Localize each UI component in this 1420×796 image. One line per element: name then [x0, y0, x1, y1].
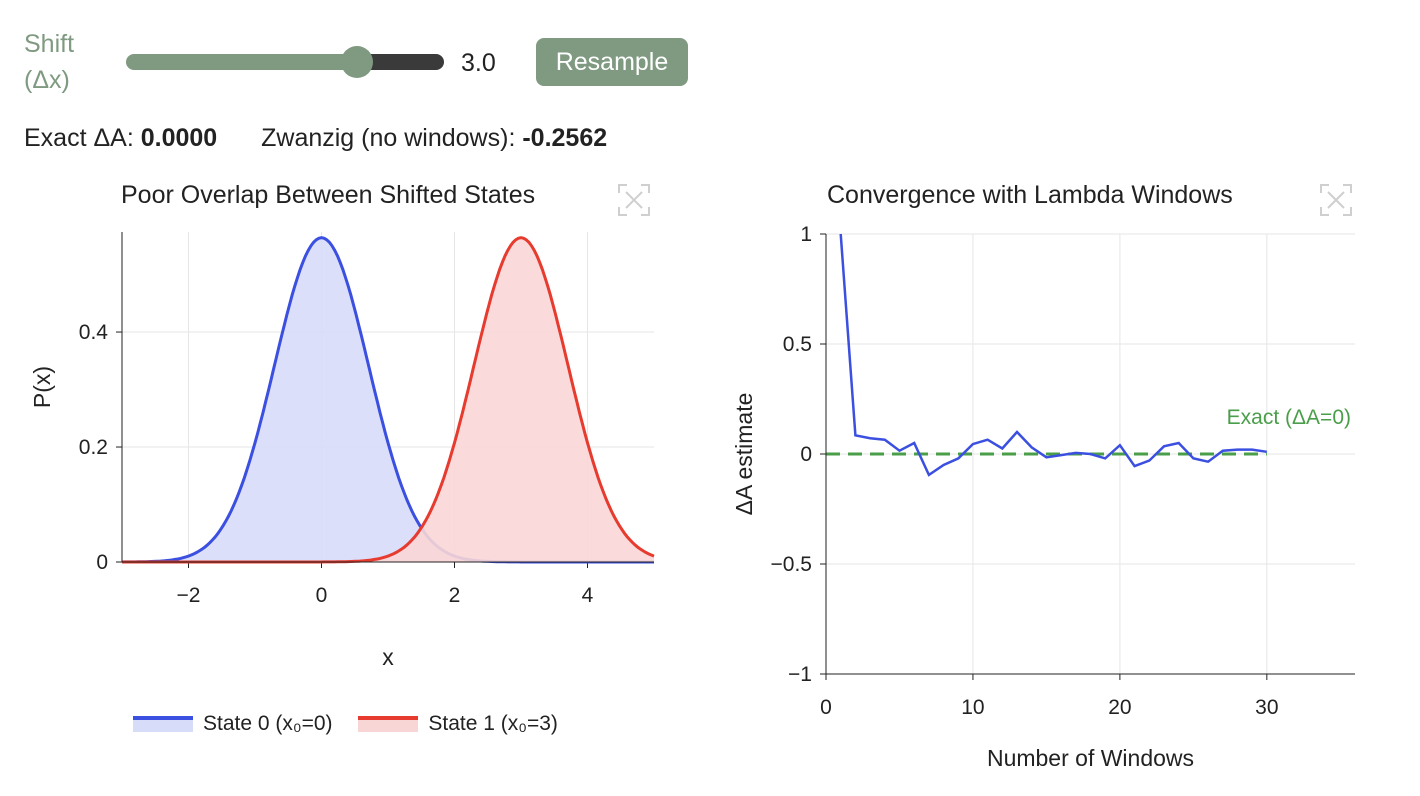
- chart2-ytick-label: −1: [788, 663, 812, 686]
- chart1-xtick-label: −2: [177, 584, 201, 607]
- slider-track-fill: [126, 54, 357, 70]
- chart2-xtick-label: 30: [1255, 696, 1278, 719]
- resample-button[interactable]: Resample: [536, 38, 688, 86]
- legend-swatch-state1: [358, 716, 419, 732]
- slider-thumb[interactable]: [340, 46, 373, 78]
- legend-label-state0: State 0 (x₀=0): [203, 712, 333, 735]
- zwanzig-label: Zwanzig (no windows):: [261, 124, 516, 152]
- chart1-area-state0: [122, 237, 654, 562]
- chart1-xlabel: x: [382, 644, 394, 670]
- chart2-ytick-label: 0.5: [783, 333, 812, 356]
- chart1-ylabel: P(x): [29, 366, 55, 408]
- exact-value: 0.0000: [140, 124, 218, 152]
- chart2-xtick-label: 10: [961, 696, 984, 719]
- chart2-xtick-label: 20: [1108, 696, 1131, 719]
- chart1-xtick-label: 2: [449, 584, 461, 607]
- zwanzig-value: -0.2562: [522, 124, 608, 152]
- chart2-ylabel: ΔA estimate: [731, 393, 757, 516]
- overlap-chart: −2 0 2 4 0 0.2 0.4 x P(x): [29, 232, 655, 670]
- chart1-area-state1: [122, 237, 654, 562]
- chart1-ytick-label: 0.2: [79, 436, 108, 459]
- slider-track-rest: [356, 54, 444, 70]
- exact-label: Exact ΔA:: [24, 124, 134, 152]
- convergence-chart: 0 10 20 30 −1 −0.5 0 0.5 1 Exact (ΔA=0) Number of …: [731, 223, 1355, 771]
- chart1-ytick-label: 0: [96, 551, 108, 574]
- chart2-ytick-label: −0.5: [771, 553, 812, 576]
- shift-slider[interactable]: [126, 46, 444, 78]
- chart1-expand-icon[interactable]: [617, 183, 651, 217]
- chart2-xtick-label: 0: [820, 696, 832, 719]
- legend-item-state1: State 1 (x₀=3): [358, 706, 558, 742]
- chart1-ytick-label: 0.4: [79, 321, 109, 344]
- chart1-legend: State 0 (x₀=0) State 1 (x₀=3): [133, 706, 578, 742]
- legend-label-state1: State 1 (x₀=3): [428, 712, 558, 735]
- chart2-ytick-label: 0: [800, 443, 812, 466]
- chart2-exact-label: Exact (ΔA=0): [1227, 406, 1351, 429]
- legend-swatch-state0: [133, 716, 193, 732]
- chart2-expand-icon[interactable]: [1319, 183, 1353, 217]
- shift-label: Shift (Δx): [24, 30, 75, 94]
- chart1-xtick-label: 4: [582, 584, 594, 607]
- chart1-xtick-label: 0: [316, 584, 328, 607]
- results-line: Exact ΔA: 0.0000 Zwanzig (no windows): -…: [24, 120, 607, 156]
- chart2-estimate-line: [839, 234, 1267, 477]
- chart2-xlabel: Number of Windows: [987, 745, 1194, 771]
- shift-value: 3.0: [461, 49, 496, 77]
- chart2-ytick-label: 1: [800, 223, 812, 246]
- legend-item-state0: State 0 (x₀=0): [133, 706, 333, 742]
- chart2-title: Convergence with Lambda Windows: [827, 181, 1233, 209]
- controls-bar: Shift (Δx) 3.0 Resample: [24, 22, 724, 106]
- chart1-title: Poor Overlap Between Shifted States: [121, 181, 536, 209]
